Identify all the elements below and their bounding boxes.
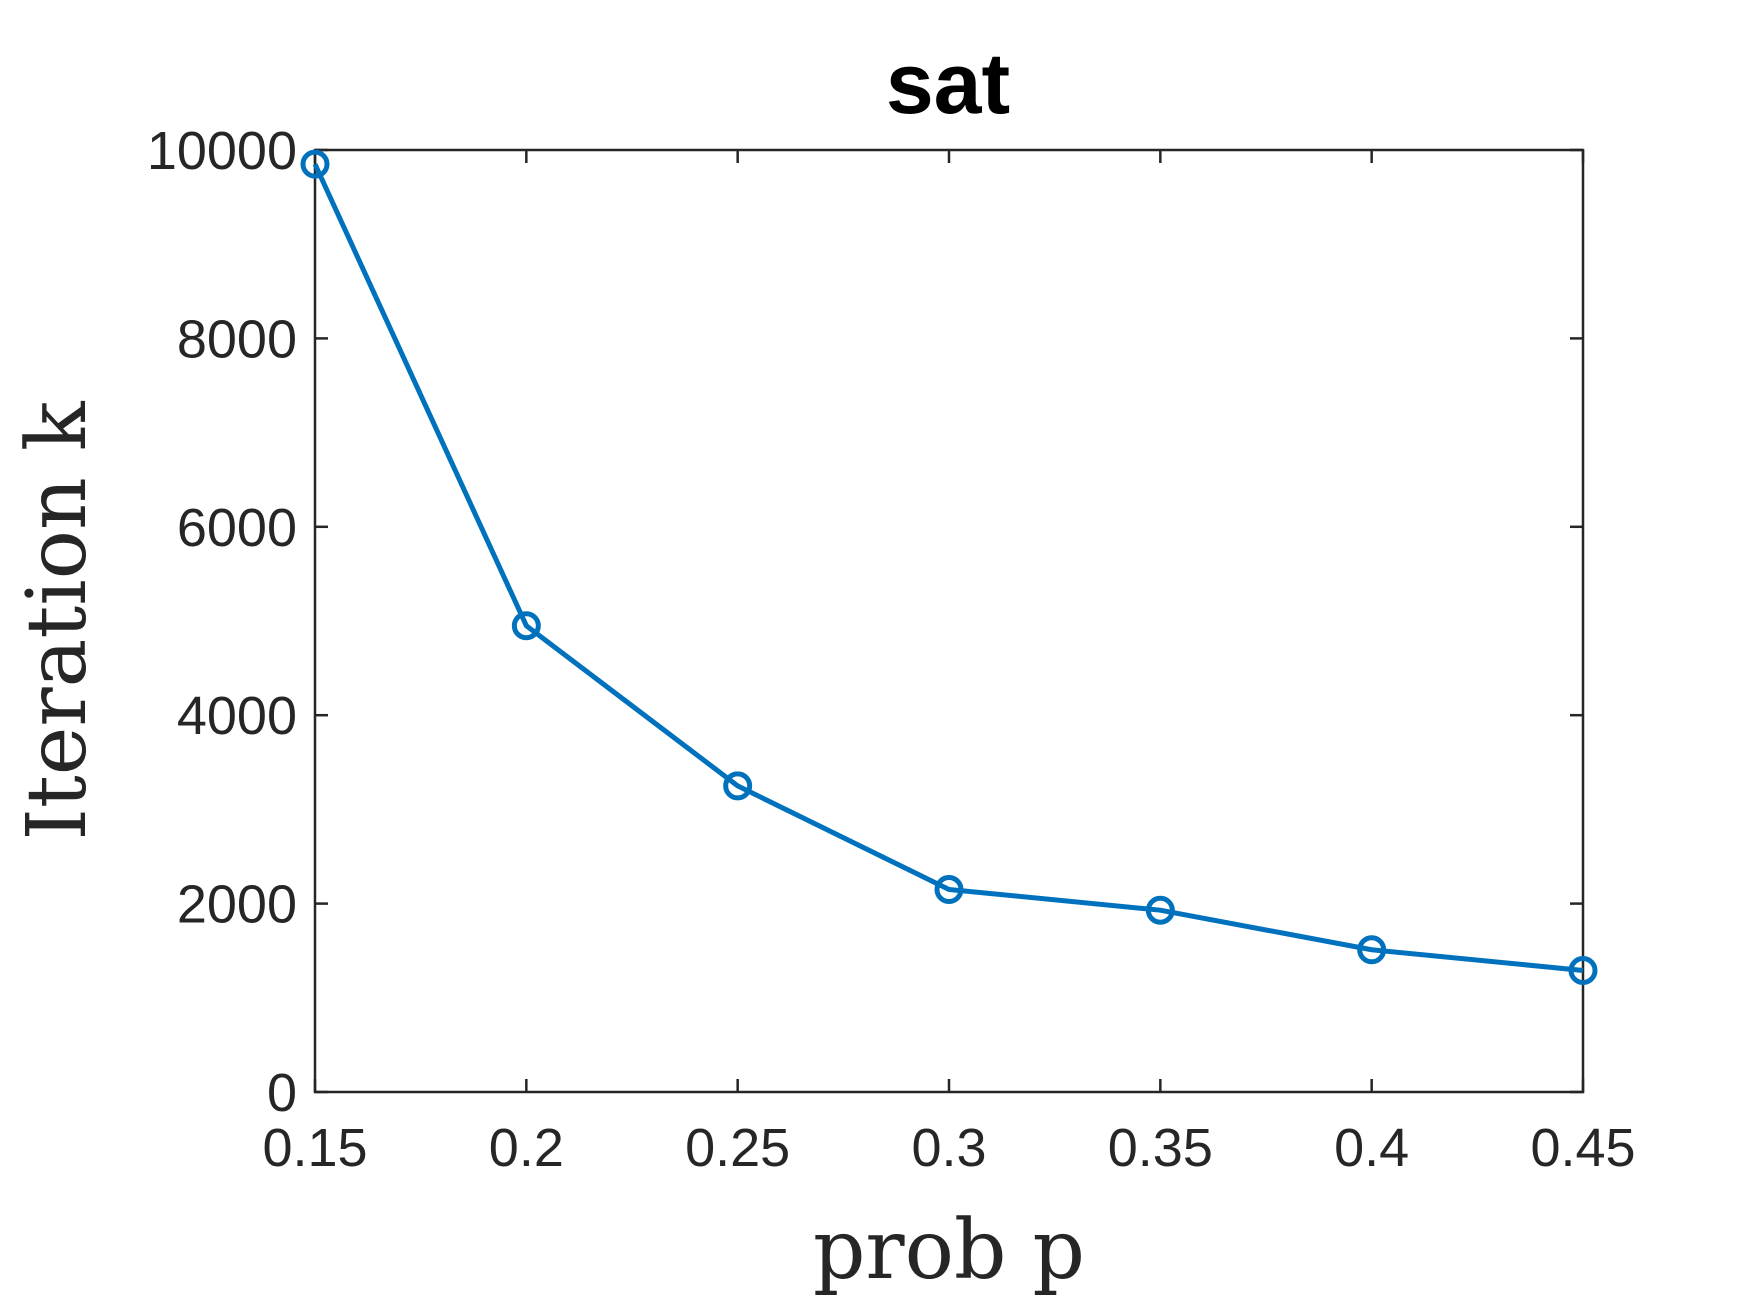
y-tick-label: 10000 <box>147 121 297 181</box>
x-tick-label: 0.35 <box>1108 1118 1213 1178</box>
x-tick-label: 0.3 <box>911 1118 986 1178</box>
x-axis-label: prob p <box>813 1203 1085 1298</box>
y-axis-label: Iteration k <box>10 400 105 840</box>
y-tick-label: 2000 <box>177 875 297 935</box>
y-tick-label: 4000 <box>177 686 297 746</box>
data-point <box>1145 895 1175 925</box>
y-tick-label: 0 <box>267 1063 297 1123</box>
x-tick-label: 0.2 <box>489 1118 564 1178</box>
data-point <box>300 149 330 179</box>
x-tick-label: 0.25 <box>685 1118 790 1178</box>
data-point <box>1357 935 1387 965</box>
chart-title: sat <box>886 36 1010 132</box>
data-point <box>723 771 753 801</box>
x-tick-label: 0.15 <box>262 1118 367 1178</box>
data-point <box>511 611 541 641</box>
y-tick-label: 8000 <box>177 309 297 369</box>
x-tick-label: 0.45 <box>1530 1118 1635 1178</box>
x-tick-label: 0.4 <box>1334 1118 1409 1178</box>
data-point <box>1568 955 1598 985</box>
y-tick-label: 6000 <box>177 498 297 558</box>
series-line <box>312 163 1584 973</box>
y-axis: 0 2000 4000 6000 8000 10000 <box>147 121 1583 1123</box>
x-axis: 0.15 0.2 0.25 0.3 0.35 0.4 0.45 <box>262 150 1636 1178</box>
series-iteration <box>300 149 1598 985</box>
data-point <box>934 874 964 904</box>
